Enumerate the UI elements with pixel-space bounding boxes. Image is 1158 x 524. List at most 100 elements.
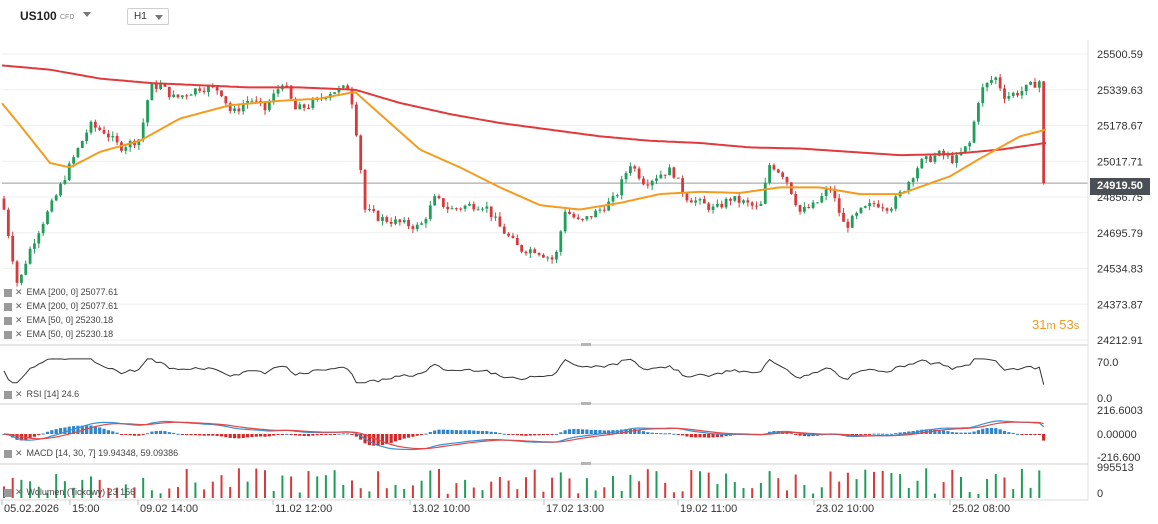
close-icon[interactable]: ✕	[15, 487, 23, 497]
macd-hist-bar	[393, 434, 398, 442]
symbol-type: CFD	[60, 14, 75, 21]
volume-bar	[725, 473, 728, 498]
ema-legend-4[interactable]: ✕ EMA [50, 0] 25230.18	[4, 328, 113, 340]
close-icon[interactable]: ✕	[15, 448, 23, 458]
macd-hist-bar	[802, 434, 806, 437]
close-icon[interactable]: ✕	[15, 315, 23, 325]
candle-body	[824, 189, 828, 196]
candle-body	[963, 146, 967, 153]
settings-icon[interactable]	[4, 316, 12, 325]
candle	[263, 101, 267, 115]
time-axis[interactable]: 05.02.2026 15:00 09.02 14:00 11.02 12:00 13.…	[0, 499, 1088, 515]
settings-icon[interactable]	[4, 302, 12, 311]
macd-hist-bar	[420, 434, 424, 435]
macd-hist-bar	[807, 434, 811, 437]
candle-body	[1020, 91, 1024, 96]
volume-bar	[768, 471, 771, 498]
ema-legend-3[interactable]: ✕ EMA [50, 0] 25230.18	[4, 314, 113, 326]
symbol-dropdown-icon[interactable]	[83, 12, 91, 17]
ema-lines	[1, 64, 1047, 211]
candle-body	[1024, 84, 1028, 92]
price-tick-label: 24212.91	[1097, 335, 1143, 347]
candle	[476, 206, 480, 211]
candle	[2, 195, 6, 211]
candle	[711, 203, 715, 214]
close-icon[interactable]: ✕	[15, 287, 23, 297]
candlesticks[interactable]	[2, 73, 1046, 287]
macd-hist-bar	[859, 434, 863, 436]
macd-legend[interactable]: ✕ MACD [14, 30, 7] 19.94348, 59.09386	[4, 447, 178, 459]
settings-icon[interactable]	[4, 330, 12, 339]
symbol-name[interactable]: US100	[20, 9, 57, 23]
settings-icon[interactable]	[4, 488, 12, 497]
volume-legend[interactable]: ✕ Wolumen (Tickowy) 23 156	[4, 486, 135, 498]
candle	[363, 168, 367, 213]
macd-hist-bar	[541, 434, 545, 436]
candle-body	[207, 86, 210, 93]
candle	[394, 216, 397, 226]
countdown-minutes-unit: m	[1046, 320, 1056, 332]
timeframe-select[interactable]: H1	[127, 8, 169, 25]
close-icon[interactable]: ✕	[15, 301, 23, 311]
legend-label: Wolumen (Tickowy) 23 156	[26, 487, 136, 497]
volume-bar	[620, 490, 623, 498]
macd-hist-bar	[272, 434, 276, 436]
volume-bar	[899, 474, 902, 498]
volume-bar	[1003, 477, 1006, 498]
volume-bar	[968, 492, 971, 498]
candle-body	[724, 198, 728, 208]
macd-hist-bar	[311, 434, 315, 436]
candle-body	[937, 150, 941, 156]
candle-body	[481, 208, 484, 210]
ema-legend-1[interactable]: ✕ EMA [200, 0] 25077.61	[4, 286, 118, 298]
macd-hist-bar	[180, 434, 184, 435]
candle-body	[46, 211, 49, 224]
candle	[150, 82, 154, 101]
candle-body	[681, 178, 684, 194]
panel-separators[interactable]	[0, 343, 1088, 465]
price-axis[interactable]: 25500.59 25339.63 25178.67 25017.71 24856.75…	[1097, 49, 1143, 347]
macd-hist-bar	[241, 434, 245, 439]
volume-bar	[568, 478, 571, 498]
candle	[929, 154, 932, 163]
ema-legend-2[interactable]: ✕ EMA [200, 0] 25077.61	[4, 300, 118, 312]
rsi-legend[interactable]: ✕ RSI [14] 24.6	[4, 388, 79, 400]
volume-bar	[655, 471, 658, 498]
macd-hist-bar	[789, 433, 793, 435]
candle-body	[476, 209, 480, 211]
candle	[881, 203, 885, 212]
candle-body	[907, 182, 911, 192]
volume-bar	[1012, 489, 1015, 498]
macd-hist-bar	[1037, 434, 1041, 435]
macd-hist-bar	[132, 434, 137, 436]
macd-hist-bar	[1002, 430, 1007, 434]
settings-icon[interactable]	[4, 288, 12, 297]
candle	[6, 207, 10, 239]
timeframe-value: H1	[134, 11, 147, 22]
candle-body	[868, 203, 872, 207]
candle	[67, 161, 71, 182]
close-icon[interactable]: ✕	[15, 389, 23, 399]
candle	[807, 203, 811, 209]
candle-body	[598, 209, 602, 211]
volume-bar	[855, 479, 858, 498]
candle-body	[920, 158, 924, 169]
volume-bar	[194, 482, 197, 498]
macd-hist-bar	[280, 434, 284, 435]
settings-icon[interactable]	[4, 449, 12, 458]
macd-hist-bar	[328, 434, 332, 435]
volume-bar	[1038, 470, 1041, 498]
volume-bar	[533, 469, 536, 498]
candle-body	[428, 205, 432, 219]
close-icon[interactable]: ✕	[15, 329, 23, 339]
settings-icon[interactable]	[4, 390, 12, 399]
candle-body	[676, 177, 680, 179]
candle	[385, 215, 389, 224]
candle	[642, 175, 645, 186]
macd-hist-bar	[141, 434, 145, 435]
candle	[620, 175, 624, 200]
candle	[546, 255, 550, 262]
legend-label: EMA	[26, 301, 46, 311]
volume-bar	[246, 481, 249, 498]
